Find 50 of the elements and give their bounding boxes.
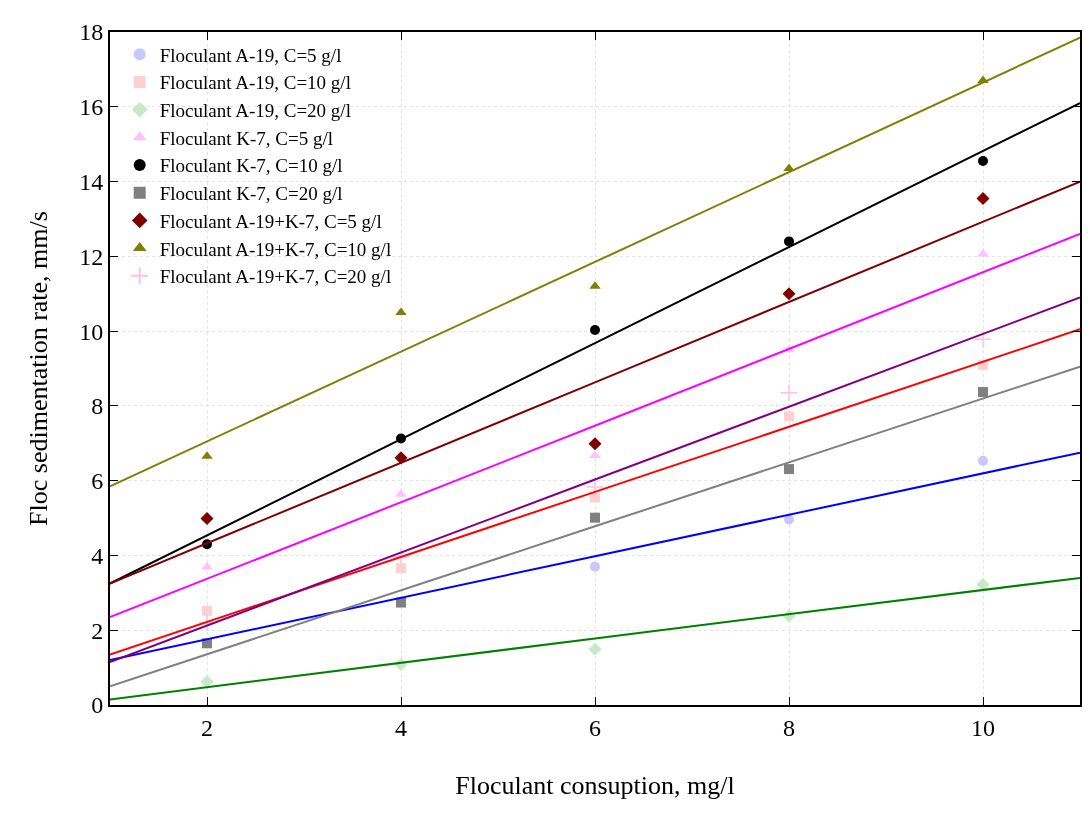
point [588,642,602,656]
point [202,605,212,616]
point [784,411,794,422]
y-tick-label: 10 [79,318,104,345]
point [590,324,600,335]
y-tick-label: 6 [91,468,104,495]
x-tick-label: 8 [783,714,795,741]
legend-label: Floculant A-19+K-7, C=10 g/l [159,238,392,260]
point [784,236,794,247]
point [585,477,605,497]
point [200,511,214,525]
y-tick-label: 18 [79,19,104,46]
point [784,464,794,475]
y-tick-label: 2 [91,617,104,644]
legend-label: Floculant K-7, C=5 g/l [159,127,333,149]
point [976,191,990,205]
point [590,512,600,523]
y-tick-label: 8 [91,393,104,420]
point [784,514,794,525]
point [391,547,411,567]
legend-label: Floculant K-7, C=20 g/l [159,183,343,205]
legend-label: Floculant A-19+K-7, C=20 g/l [159,266,392,288]
point [978,155,988,166]
legend-label: Floculant K-7, C=10 g/l [159,155,343,177]
x-tick-label: 2 [201,714,213,741]
point [978,455,988,466]
point [200,675,214,689]
point [779,383,799,402]
y-tick-label: 0 [91,692,104,719]
point [590,561,600,572]
point [589,450,601,459]
point [782,287,796,301]
x-axis-title: Floculant consuption, mg/l [455,771,735,800]
point [396,563,406,574]
legend-label: Floculant A-19, C=5 g/l [159,44,342,66]
y-tick-label: 12 [79,243,104,270]
point [973,330,993,349]
y-tick-label: 4 [91,542,104,569]
x-tick-label: 10 [971,714,995,741]
legend-label: Floculant A-19, C=20 g/l [159,100,351,122]
point [588,437,602,451]
y-tick-label: 16 [79,94,104,121]
x-tick-label: 6 [589,714,601,741]
y-axis-title: Floc sedimentation rate, mm/s [24,211,53,526]
y-tick-label: 14 [79,168,104,195]
point [978,387,988,398]
legend-label: Floculant A-19, C=10 g/l [159,72,351,94]
x-tick-label: 4 [395,714,407,741]
point [396,597,406,608]
legend-label: Floculant A-19+K-7, C=5 g/l [159,210,382,232]
